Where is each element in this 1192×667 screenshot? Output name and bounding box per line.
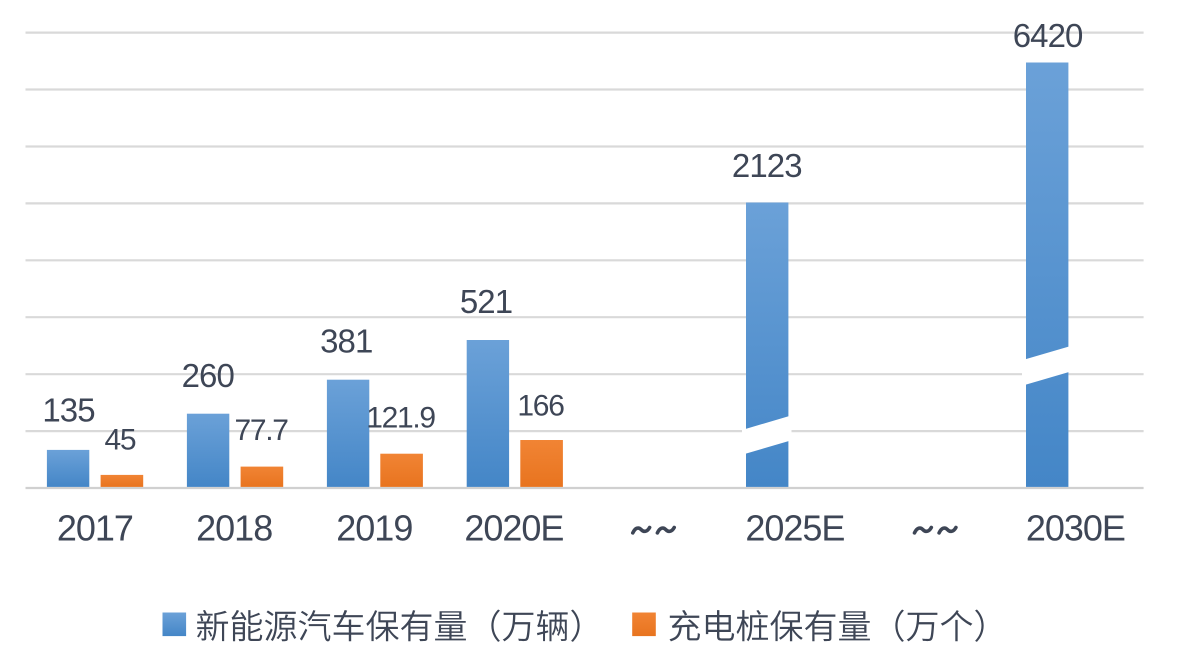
svg-text:2017: 2017 <box>57 508 133 549</box>
svg-text:381: 381 <box>320 322 372 359</box>
svg-text:2020E: 2020E <box>464 508 563 549</box>
svg-text:166: 166 <box>517 390 564 423</box>
svg-text:521: 521 <box>460 283 512 320</box>
svg-text:77.7: 77.7 <box>234 414 288 447</box>
svg-text:121.9: 121.9 <box>366 401 435 434</box>
svg-text:2018: 2018 <box>196 508 272 549</box>
svg-text:2019: 2019 <box>336 508 412 549</box>
svg-text:260: 260 <box>182 357 235 394</box>
svg-text:6420: 6420 <box>1013 17 1083 54</box>
svg-text:2030E: 2030E <box>1026 508 1125 549</box>
svg-text:135: 135 <box>42 392 94 429</box>
svg-text:45: 45 <box>105 423 136 456</box>
svg-text:2025E: 2025E <box>745 508 844 549</box>
svg-text:2123: 2123 <box>732 147 802 184</box>
